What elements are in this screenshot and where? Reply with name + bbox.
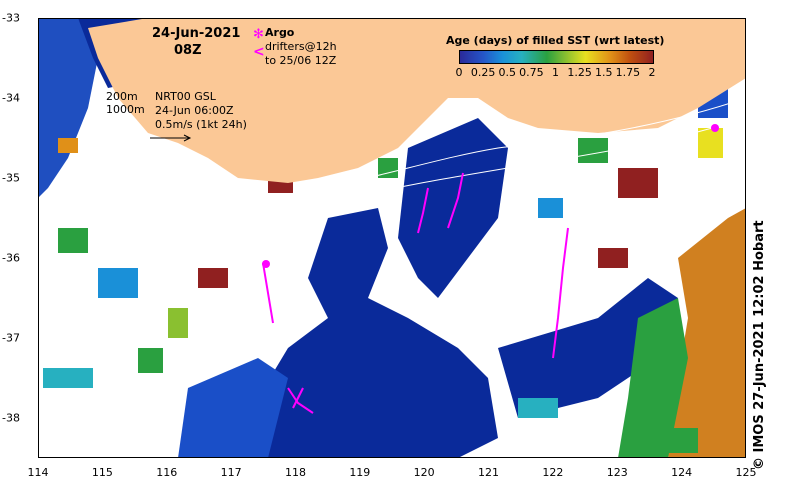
- legend-tick-label: 1.75: [615, 66, 641, 79]
- x-tick-label: 116: [156, 466, 178, 479]
- south-east-water: [498, 278, 678, 418]
- legend-tick-label: 0.75: [519, 66, 544, 79]
- argo-label: Argo: [265, 26, 295, 39]
- legend-tick-label: 0.25: [470, 66, 496, 79]
- legend-title: Age (days) of filled SST (wrt latest): [446, 34, 665, 47]
- map-time: 08Z: [174, 43, 202, 58]
- sst-map: ✻ <: [38, 18, 746, 458]
- legend-tick-label: 1: [552, 66, 559, 79]
- map-date: 24-Jun-2021: [152, 26, 241, 41]
- y-tick-label: -35: [2, 171, 20, 185]
- x-tick-label: 119: [349, 466, 371, 479]
- x-tick-label: 123: [606, 466, 628, 479]
- isobath-1000-label: 1000m: [106, 103, 145, 116]
- drifters-range: to 25/06 12Z: [265, 54, 337, 67]
- y-tick-label: -37: [2, 331, 20, 345]
- map-border: [38, 18, 746, 458]
- argo-float: [711, 124, 719, 132]
- legend-colorbar: [459, 50, 654, 64]
- x-tick-label: 118: [284, 466, 306, 479]
- y-tick-label: -34: [2, 91, 20, 105]
- model-time: 24-Jun 06:00Z: [155, 104, 234, 117]
- x-tick-label: 120: [413, 466, 435, 479]
- y-tick-label: -33: [2, 11, 20, 25]
- drifters-label: drifters@12h: [265, 40, 337, 53]
- x-tick-label: 117: [220, 466, 242, 479]
- isobath-200-label: 200m: [106, 90, 138, 103]
- argo-legend-icon: ✻: [253, 27, 264, 42]
- mid-water: [178, 358, 288, 458]
- west-water-patch: [38, 18, 98, 198]
- x-tick-label: 124: [671, 466, 693, 479]
- x-tick-label: 121: [478, 466, 500, 479]
- model-name: NRT00 GSL: [155, 90, 216, 103]
- x-tick-label: 122: [542, 466, 564, 479]
- deep-water-east: [398, 118, 508, 298]
- legend-tick-label: 2: [648, 66, 656, 79]
- legend-tick-label: 1.5: [595, 66, 613, 79]
- velocity-scale-label: 0.5m/s (1kt 24h): [155, 118, 247, 131]
- drifter-tracks: [262, 172, 569, 414]
- legend-tick-label: 0.5: [498, 66, 517, 79]
- legend-tick-label: 0: [455, 66, 463, 79]
- x-tick-label: 115: [91, 466, 113, 479]
- legend-tick-label: 1.25: [567, 66, 592, 79]
- x-tick-label: 114: [27, 466, 49, 479]
- velocity-scale-arrowhead: [183, 134, 192, 142]
- y-tick-label: -38: [2, 411, 20, 425]
- deep-water-tongue: [248, 208, 498, 458]
- drifter-legend-icon: <: [253, 44, 265, 60]
- credit-text: © IMOS 27-Jun-2021 12:02 Hobart: [752, 220, 767, 470]
- isobath-1000-line: [67, 117, 746, 216]
- east-orange-band: [668, 208, 746, 458]
- isobath-200-line: [77, 97, 746, 202]
- scattered-sst-patches: [43, 78, 728, 453]
- argo-float: [262, 260, 270, 268]
- x-tick-label: 125: [735, 466, 757, 479]
- y-tick-label: -36: [2, 251, 20, 265]
- east-green-band: [618, 298, 688, 458]
